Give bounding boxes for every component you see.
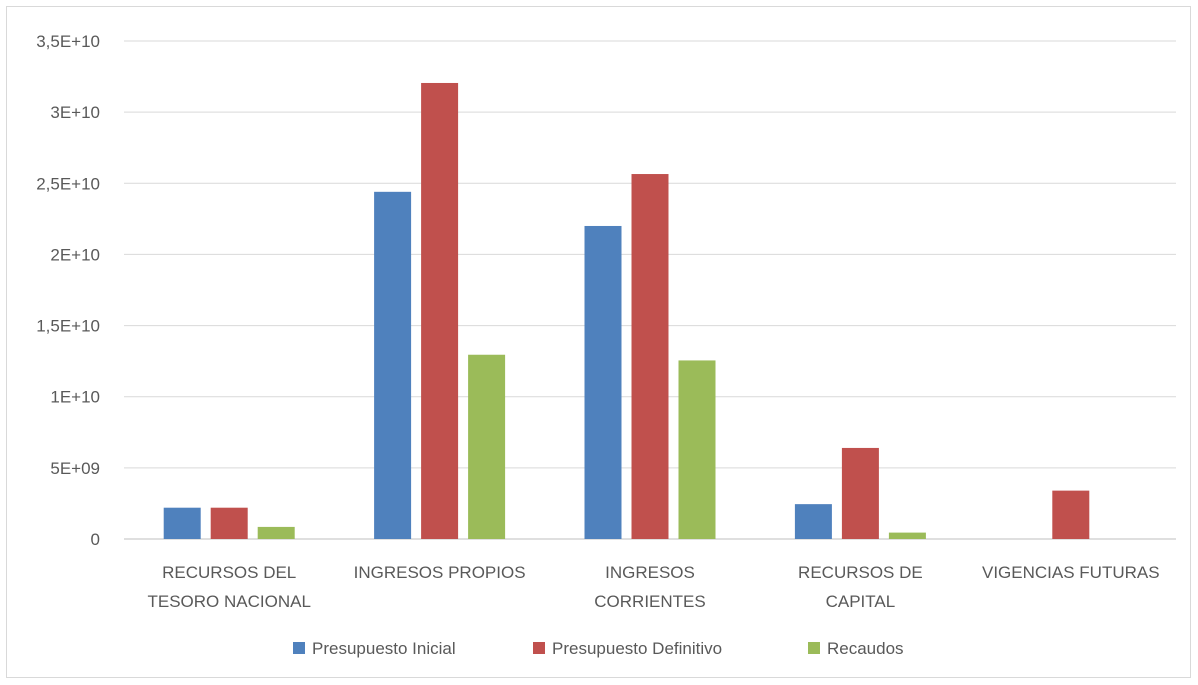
bar-recaudos	[888, 532, 926, 539]
x-tick-label: TESORO NACIONAL	[147, 592, 310, 611]
legend: Presupuesto Inicial Presupuesto Definitiv…	[293, 639, 904, 658]
y-tick-label: 5E+09	[50, 459, 100, 478]
y-tick-label: 3,5E+10	[36, 32, 100, 51]
y-tick-label: 1E+10	[50, 388, 100, 407]
y-tick-label: 0	[91, 530, 100, 549]
y-axis-ticks: 0 5E+09 1E+10 1,5E+10 2E+10 2,5E+10 3E+10 3,5E+…	[36, 32, 100, 549]
x-tick-label: VIGENCIAS FUTURAS	[982, 563, 1160, 582]
bar-presupuesto-definitivo	[841, 447, 879, 539]
bar-recaudos	[678, 360, 716, 539]
x-tick-label: CORRIENTES	[594, 592, 705, 611]
y-tick-label: 3E+10	[50, 103, 100, 122]
legend-label: Presupuesto Definitivo	[552, 639, 722, 658]
y-tick-label: 1,5E+10	[36, 317, 100, 336]
bar-presupuesto-inicial	[374, 191, 412, 539]
legend-swatch	[293, 642, 305, 654]
bar-recaudos	[468, 354, 506, 539]
x-tick-label: CAPITAL	[826, 592, 896, 611]
bar-presupuesto-definitivo	[421, 82, 459, 539]
bar-presupuesto-inicial	[163, 507, 201, 539]
bar-recaudos	[257, 526, 295, 539]
bars	[163, 82, 1090, 539]
bar-presupuesto-definitivo	[210, 507, 248, 539]
x-tick-label: RECURSOS DEL	[162, 563, 296, 582]
bar-presupuesto-inicial	[584, 225, 622, 539]
y-tick-label: 2E+10	[50, 245, 100, 264]
bar-presupuesto-definitivo	[1052, 490, 1090, 539]
legend-label: Presupuesto Inicial	[312, 639, 456, 658]
x-axis: RECURSOS DEL TESORO NACIONAL INGRESOS PROP…	[147, 563, 1159, 611]
legend-swatch	[808, 642, 820, 654]
x-tick-label: INGRESOS PROPIOS	[354, 563, 526, 582]
bar-presupuesto-definitivo	[631, 174, 669, 539]
legend-swatch	[533, 642, 545, 654]
x-tick-label: INGRESOS	[605, 563, 695, 582]
x-tick-label: RECURSOS DE	[798, 563, 923, 582]
y-tick-label: 2,5E+10	[36, 174, 100, 193]
bar-presupuesto-inicial	[794, 504, 832, 539]
legend-label: Recaudos	[827, 639, 904, 658]
